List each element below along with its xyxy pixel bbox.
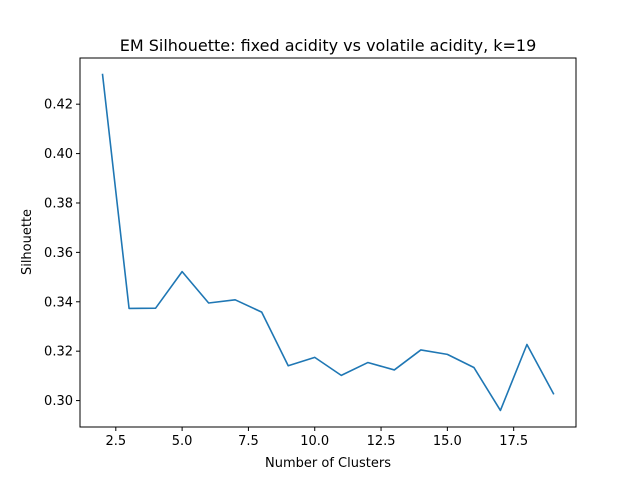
x-tick-label: 2.5 <box>105 434 126 449</box>
y-tick-label: 0.42 <box>44 98 73 113</box>
y-tick-label: 0.38 <box>44 196 73 211</box>
x-tick-label: 17.5 <box>499 434 528 449</box>
x-tick-label: 10.0 <box>300 434 329 449</box>
x-axis-ticks: 2.5 5.0 7.5 10.0 12.5 15.0 17.5 <box>105 427 528 449</box>
plot-area <box>101 73 555 412</box>
series-line-0 <box>101 73 555 412</box>
chart-title: EM Silhouette: fixed acidity vs volatile… <box>120 36 537 55</box>
y-tick-label: 0.36 <box>44 246 73 261</box>
x-tick-label: 5.0 <box>172 434 193 449</box>
x-axis-label: Number of Clusters <box>265 456 391 471</box>
y-tick-label: 0.32 <box>44 345 73 360</box>
axes-frame <box>79 57 577 428</box>
y-tick-label: 0.40 <box>44 147 73 162</box>
y-axis-label: Silhouette <box>20 209 35 275</box>
y-axis-ticks: 0.30 0.32 0.34 0.36 0.38 0.40 0.42 <box>44 98 80 409</box>
x-tick-label: 15.0 <box>433 434 462 449</box>
x-tick-label: 12.5 <box>367 434 396 449</box>
y-tick-label: 0.30 <box>44 394 73 409</box>
y-tick-label: 0.34 <box>44 295 73 310</box>
x-tick-label: 7.5 <box>238 434 259 449</box>
